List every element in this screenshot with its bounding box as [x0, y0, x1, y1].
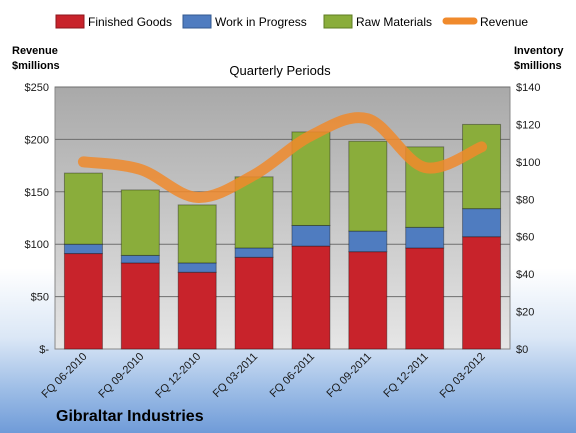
legend-label-finished-goods: Finished Goods	[88, 15, 172, 29]
company-name: Gibraltar Industries	[56, 408, 204, 425]
right-tick-label: $140	[516, 82, 540, 94]
legend-swatch-work-in-progress	[182, 14, 212, 29]
x-tick-label: FQ 09-2011	[325, 351, 374, 400]
revenue-line	[77, 112, 488, 203]
legend-label-work-in-progress: Work in Progress	[215, 15, 307, 29]
bar-work-in-progress	[63, 243, 103, 255]
x-tick-label: FQ 06-2010	[40, 351, 90, 401]
bar-finished-goods	[63, 253, 103, 350]
bar-finished-goods	[177, 271, 217, 350]
bar-work-in-progress	[234, 247, 274, 258]
left-axis-ticks: $- $50 $100 $150 $200 $250	[25, 82, 50, 356]
bar-finished-goods	[348, 251, 388, 350]
bar-finished-goods	[462, 236, 502, 350]
x-tick-label: FQ 09-2010	[96, 351, 146, 401]
right-axis-ticks: $0 $20 $40 $60 $80 $100 $120 $140	[516, 82, 540, 356]
right-axis-title-line1: Inventory	[514, 45, 564, 57]
right-tick-label: $60	[516, 232, 534, 244]
bar-finished-goods	[291, 245, 331, 350]
x-tick-label: FQ 12-2011	[381, 351, 430, 400]
revenue-line-group	[77, 112, 488, 203]
bar-finished-goods	[120, 262, 160, 350]
right-tick-label: $40	[516, 269, 534, 281]
left-tick-label: $-	[39, 344, 49, 356]
bars	[63, 123, 502, 350]
bar-work-in-progress	[405, 226, 445, 249]
x-tick-label: FQ 03-2011	[211, 351, 260, 400]
x-tick-label: FQ 03-2012	[438, 351, 488, 401]
x-tick-label: FQ 06-2011	[268, 351, 317, 400]
bar-finished-goods	[405, 247, 445, 350]
legend-label-raw-materials: Raw Materials	[356, 15, 432, 29]
bar-work-in-progress	[120, 254, 160, 264]
bar-raw-materials	[462, 123, 502, 210]
bar-raw-materials	[177, 204, 217, 264]
legend-label-revenue: Revenue	[480, 15, 528, 29]
right-tick-label: $20	[516, 307, 534, 319]
bar-finished-goods	[234, 256, 274, 350]
bar-raw-materials	[63, 172, 103, 245]
legend: Finished Goods Work in Progress Raw Mate…	[55, 14, 528, 29]
bar-work-in-progress	[291, 224, 331, 247]
left-tick-label: $50	[31, 292, 49, 304]
right-tick-label: $80	[516, 194, 534, 206]
left-tick-label: $150	[25, 187, 49, 199]
bar-raw-materials	[120, 189, 160, 256]
right-tick-label: $100	[516, 157, 540, 169]
legend-swatch-raw-materials	[323, 14, 353, 29]
right-tick-label: $120	[516, 119, 540, 131]
left-tick-label: $100	[25, 239, 49, 251]
bar-raw-materials	[234, 176, 274, 249]
x-axis-ticks: FQ 06-2010 FQ 09-2010 FQ 12-2010 FQ 03-2011…	[40, 351, 488, 401]
chart-title: Quarterly Periods	[229, 63, 331, 78]
bar-work-in-progress	[177, 262, 217, 273]
bar-work-in-progress	[462, 208, 502, 238]
x-tick-label: FQ 12-2010	[153, 351, 203, 401]
left-tick-label: $250	[25, 82, 49, 94]
legend-swatch-finished-goods	[55, 14, 85, 29]
bar-raw-materials	[348, 140, 388, 232]
left-axis-title-line2: $millions	[12, 60, 60, 72]
left-tick-label: $200	[25, 134, 49, 146]
left-axis-title-line1: Revenue	[12, 45, 58, 57]
bar-work-in-progress	[348, 230, 388, 253]
right-axis-title-line2: $millions	[514, 60, 562, 72]
right-tick-label: $0	[516, 344, 528, 356]
